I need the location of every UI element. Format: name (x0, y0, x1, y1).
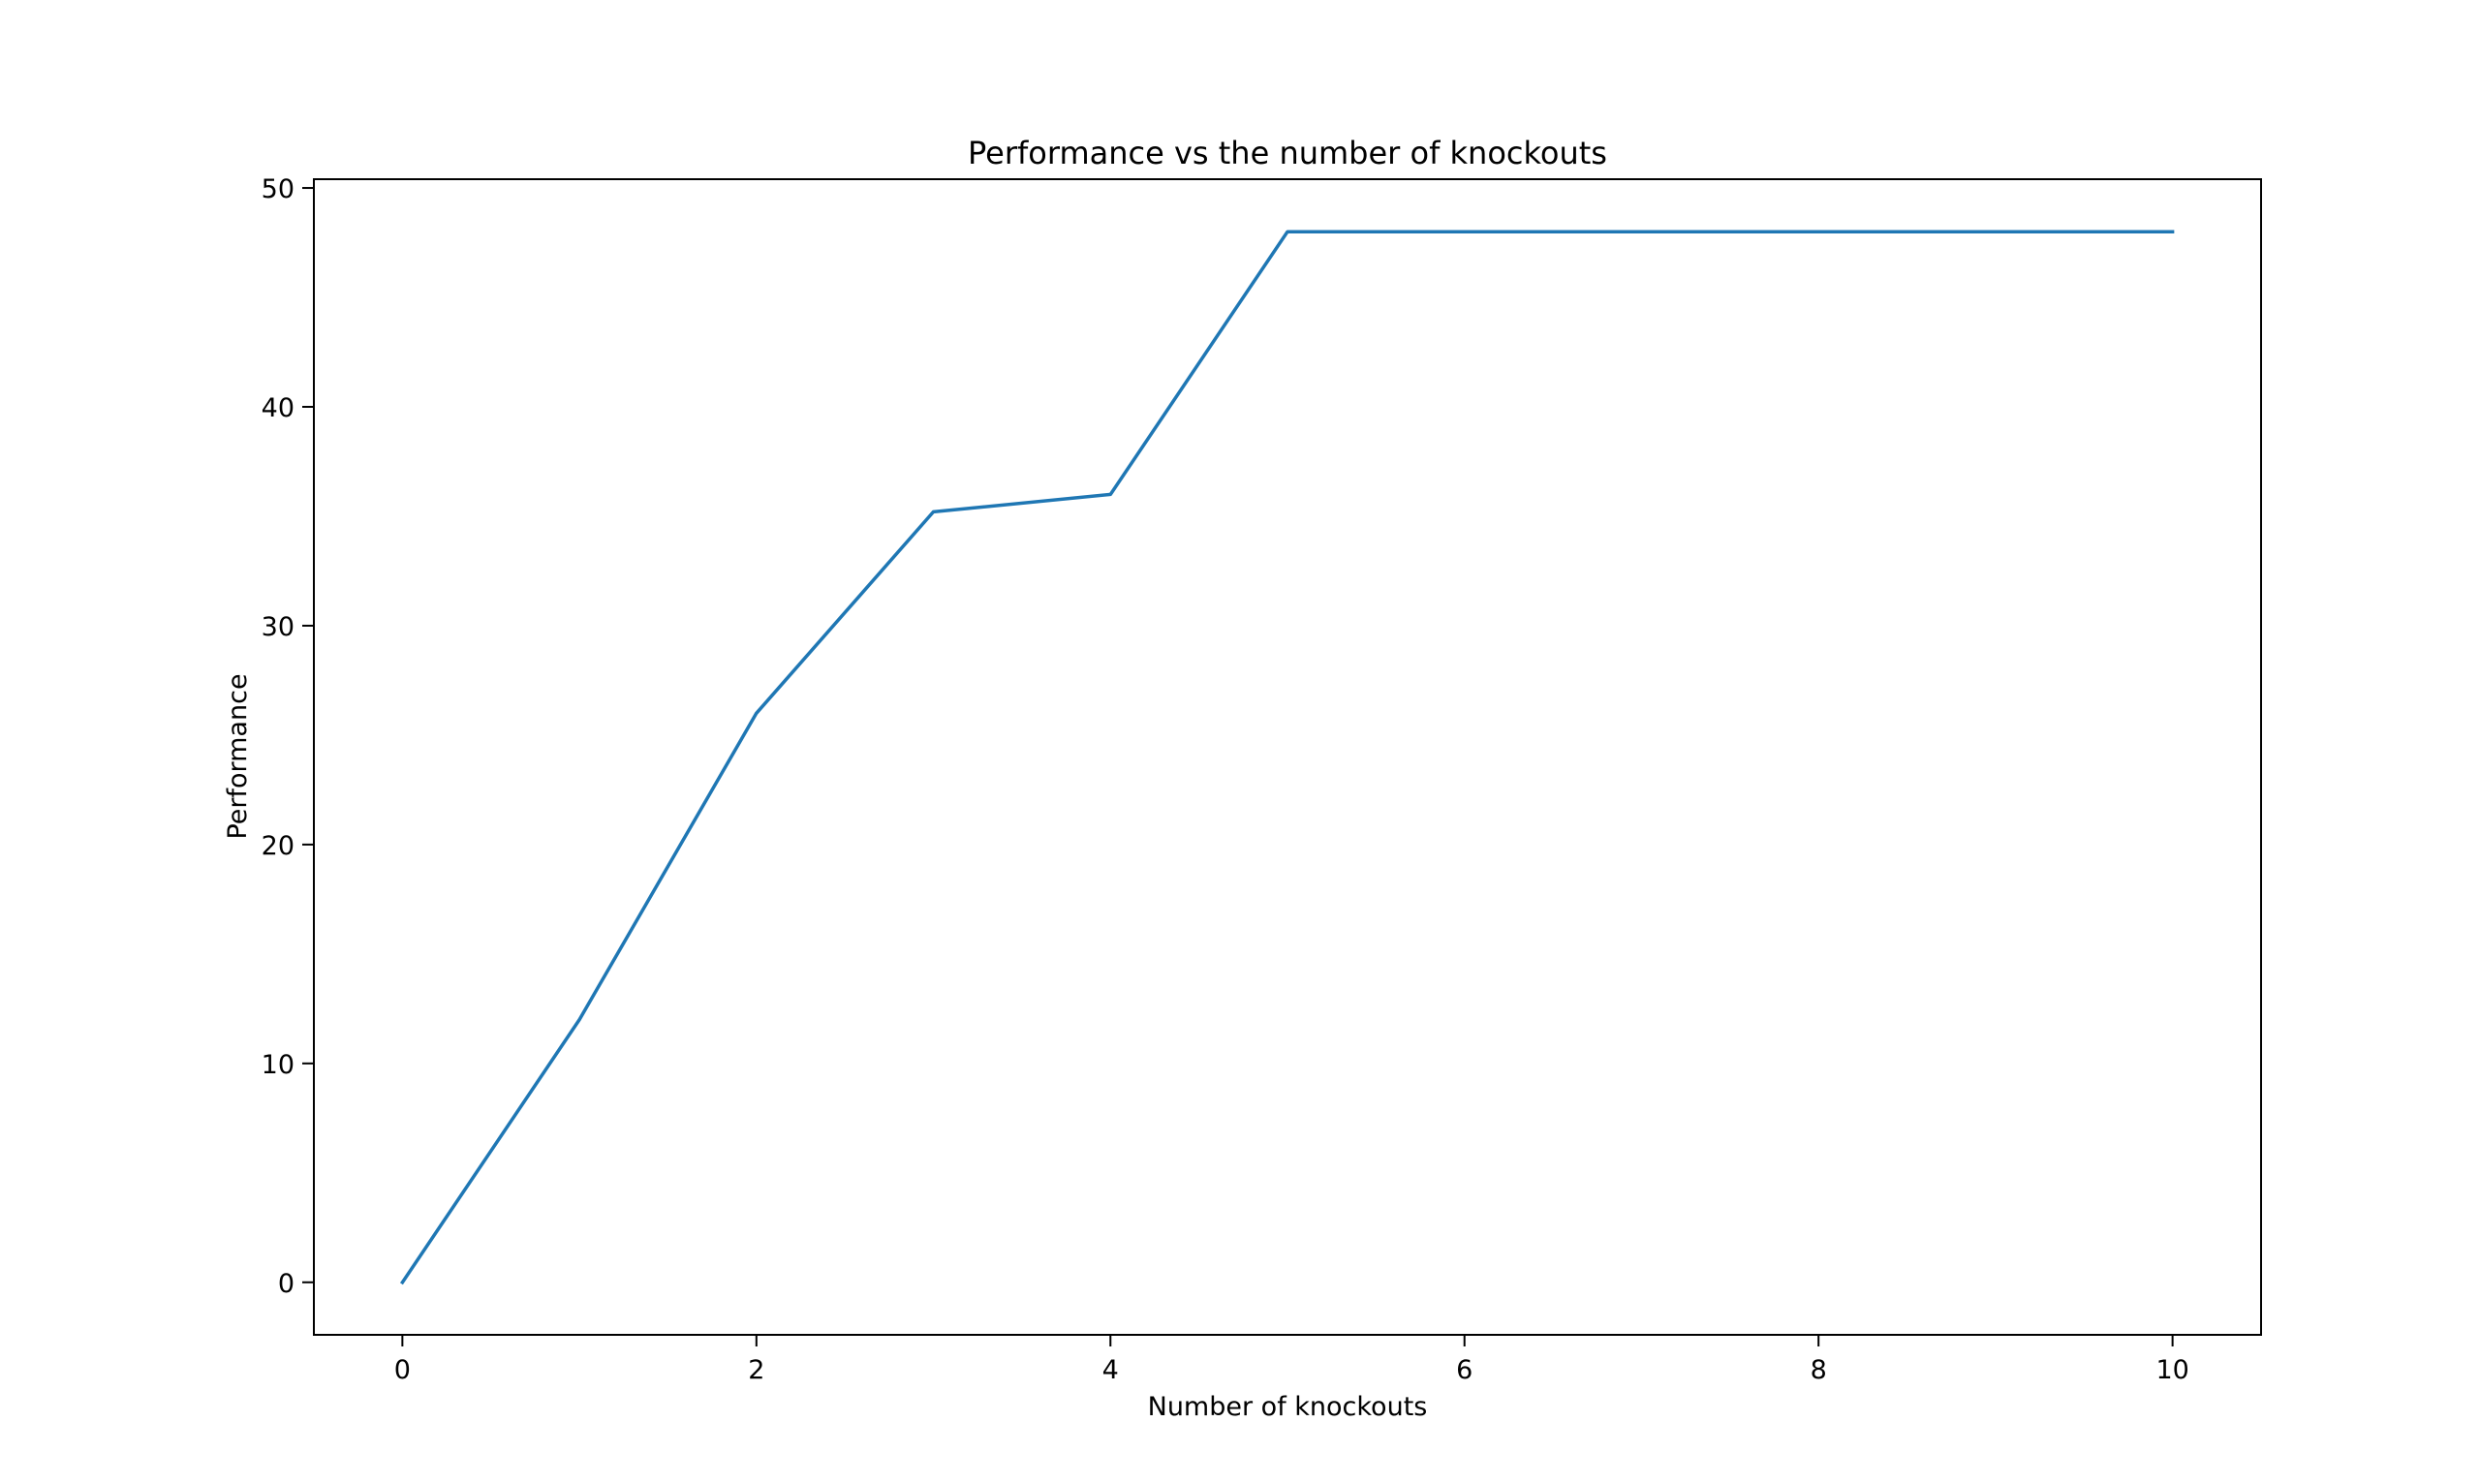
y-axis-ticks: 0 10 20 30 40 50 (262, 174, 314, 1299)
x-tick-label: 2 (748, 1355, 764, 1385)
y-tick-label: 50 (262, 174, 294, 204)
x-tick-label: 6 (1456, 1355, 1472, 1385)
y-tick-label: 0 (278, 1269, 294, 1299)
y-axis-label: Performance (223, 673, 253, 839)
axes-frame (313, 178, 2262, 1336)
y-tick-label: 40 (262, 393, 294, 423)
x-tick-label: 4 (1102, 1355, 1119, 1385)
x-tick-label: 8 (1811, 1355, 1827, 1385)
x-axis-label: Number of knockouts (1148, 1392, 1428, 1422)
x-tick-label: 0 (394, 1355, 411, 1385)
y-tick-label: 10 (262, 1050, 294, 1080)
y-tick-label: 20 (262, 831, 294, 861)
plot-area (399, 230, 2175, 1285)
x-axis-ticks: 0 2 4 6 8 10 (394, 1335, 2189, 1385)
chart-title: Performance vs the number of knockouts (968, 135, 1607, 171)
series-line (399, 230, 2175, 1285)
x-tick-label: 10 (2155, 1355, 2188, 1385)
y-tick-label: 30 (262, 612, 294, 642)
